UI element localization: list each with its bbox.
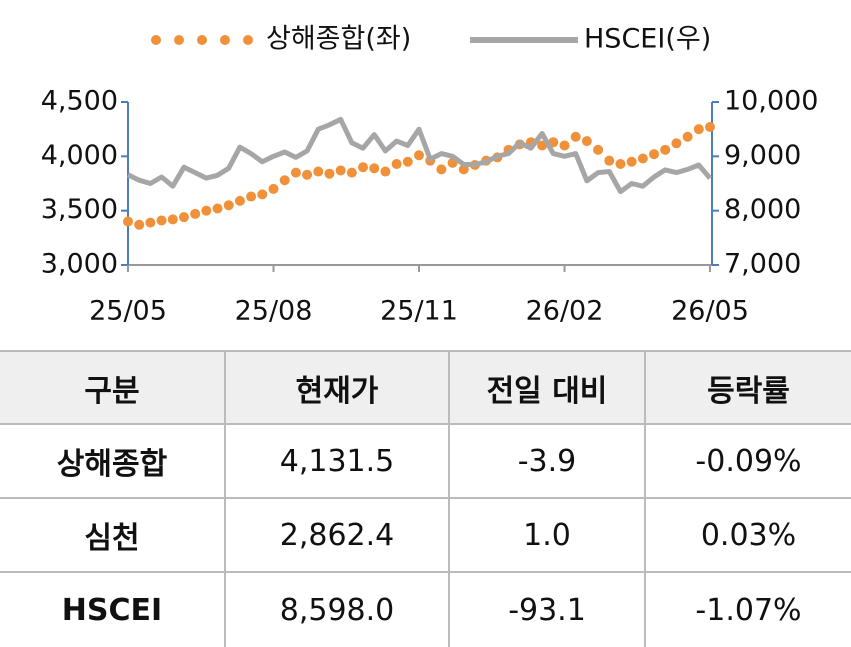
data-dot xyxy=(123,216,133,227)
chart: 3,000 3,500 4,000 4,500 7,000 8,000 9,000 10,00… xyxy=(41,24,819,327)
table-cell: 상해종합 xyxy=(0,425,226,497)
table-row: HSCEI 8,598.0 -93.1 -1.07% xyxy=(0,573,851,647)
x-tick-label: 26/02 xyxy=(526,296,604,327)
data-dot xyxy=(167,214,178,225)
data-line xyxy=(126,116,712,195)
data-dot xyxy=(402,156,413,167)
table-cell: 8,598.0 xyxy=(226,573,450,647)
legend-swatch xyxy=(243,35,253,45)
data-dot xyxy=(391,158,402,169)
table-cell: 1.0 xyxy=(450,499,646,571)
legend-swatch xyxy=(174,35,184,45)
x-tick-label: 25/08 xyxy=(235,296,313,327)
table-header: 구분 현재가 전일 대비 등락률 xyxy=(0,350,851,425)
data-dot xyxy=(290,167,301,178)
data-dot xyxy=(693,124,704,135)
data-dot xyxy=(302,169,313,180)
table-row: 심천 2,862.4 1.0 0.03% xyxy=(0,499,851,573)
data-dot xyxy=(313,166,324,177)
data-dot xyxy=(201,205,212,216)
y2-tick-label: 8,000 xyxy=(724,194,801,225)
data-dot xyxy=(246,191,257,202)
table-cell: HSCEI xyxy=(0,573,226,647)
table-cell: 심천 xyxy=(0,499,226,571)
data-dot xyxy=(268,183,279,194)
legend-swatch xyxy=(220,35,230,45)
header-cell: 구분 xyxy=(0,352,226,423)
table-cell: -1.07% xyxy=(695,592,802,628)
data-dot xyxy=(234,195,245,206)
data-dot xyxy=(570,131,581,142)
header-cell: 등락률 xyxy=(707,373,790,409)
data-dot xyxy=(223,200,234,211)
table-cell: -0.09% xyxy=(695,443,802,479)
data-dot xyxy=(212,203,223,214)
table-cell: -93.1 xyxy=(450,573,646,647)
legend-label: 상해종합(좌) xyxy=(266,24,411,55)
table-cell: 4,131.5 xyxy=(226,425,450,497)
legend-label: HSCEI(우) xyxy=(584,24,711,55)
data-dot xyxy=(257,189,268,200)
table-cell: -3.9 xyxy=(450,425,646,497)
header-cell: 전일 대비 xyxy=(450,352,646,423)
data-dot xyxy=(626,156,637,167)
data-dot xyxy=(604,155,615,166)
data-dot xyxy=(660,144,671,155)
y-tick-label: 3,500 xyxy=(41,194,118,225)
data-dot xyxy=(335,165,346,176)
x-tick-label: 25/11 xyxy=(380,296,458,327)
x-tick-label: 26/05 xyxy=(671,296,749,327)
data-dot xyxy=(559,140,570,151)
data-dot xyxy=(178,212,189,223)
legend-swatch xyxy=(197,35,207,45)
data-dot xyxy=(649,149,660,160)
data-dot xyxy=(145,217,156,228)
y2-tick-label: 9,000 xyxy=(724,140,801,171)
data-dot xyxy=(682,131,693,142)
data-dot xyxy=(637,153,648,164)
y2-tick-label: 7,000 xyxy=(724,249,801,280)
y2-tick-label: 10,000 xyxy=(724,86,818,117)
data-dot xyxy=(324,168,335,179)
header-cell: 현재가 xyxy=(226,352,450,423)
data-dot xyxy=(346,167,357,178)
data-dot xyxy=(414,150,424,161)
table-row: 상해종합 4,131.5 -3.9 -0.09% xyxy=(0,425,851,499)
data-dot xyxy=(279,175,290,186)
legend-swatch xyxy=(151,35,161,45)
data-dot xyxy=(358,162,369,173)
x-tick-label: 25/05 xyxy=(89,296,167,327)
data-dot xyxy=(593,144,604,155)
y-tick-label: 3,000 xyxy=(41,249,118,280)
table-cell: 2,862.4 xyxy=(226,499,450,571)
y-tick-label: 4,000 xyxy=(41,140,118,171)
data-dot xyxy=(705,121,715,132)
data-dot xyxy=(615,158,626,169)
data-dot xyxy=(369,163,380,174)
data-dot xyxy=(190,208,201,219)
data-dot xyxy=(436,164,447,175)
data-dot xyxy=(156,215,167,226)
data-dot xyxy=(380,166,391,177)
table-cell: 0.03% xyxy=(700,517,797,553)
data-dot xyxy=(671,138,682,149)
y-tick-label: 4,500 xyxy=(41,86,118,117)
data-dot xyxy=(581,136,592,147)
data-dot xyxy=(134,219,145,230)
